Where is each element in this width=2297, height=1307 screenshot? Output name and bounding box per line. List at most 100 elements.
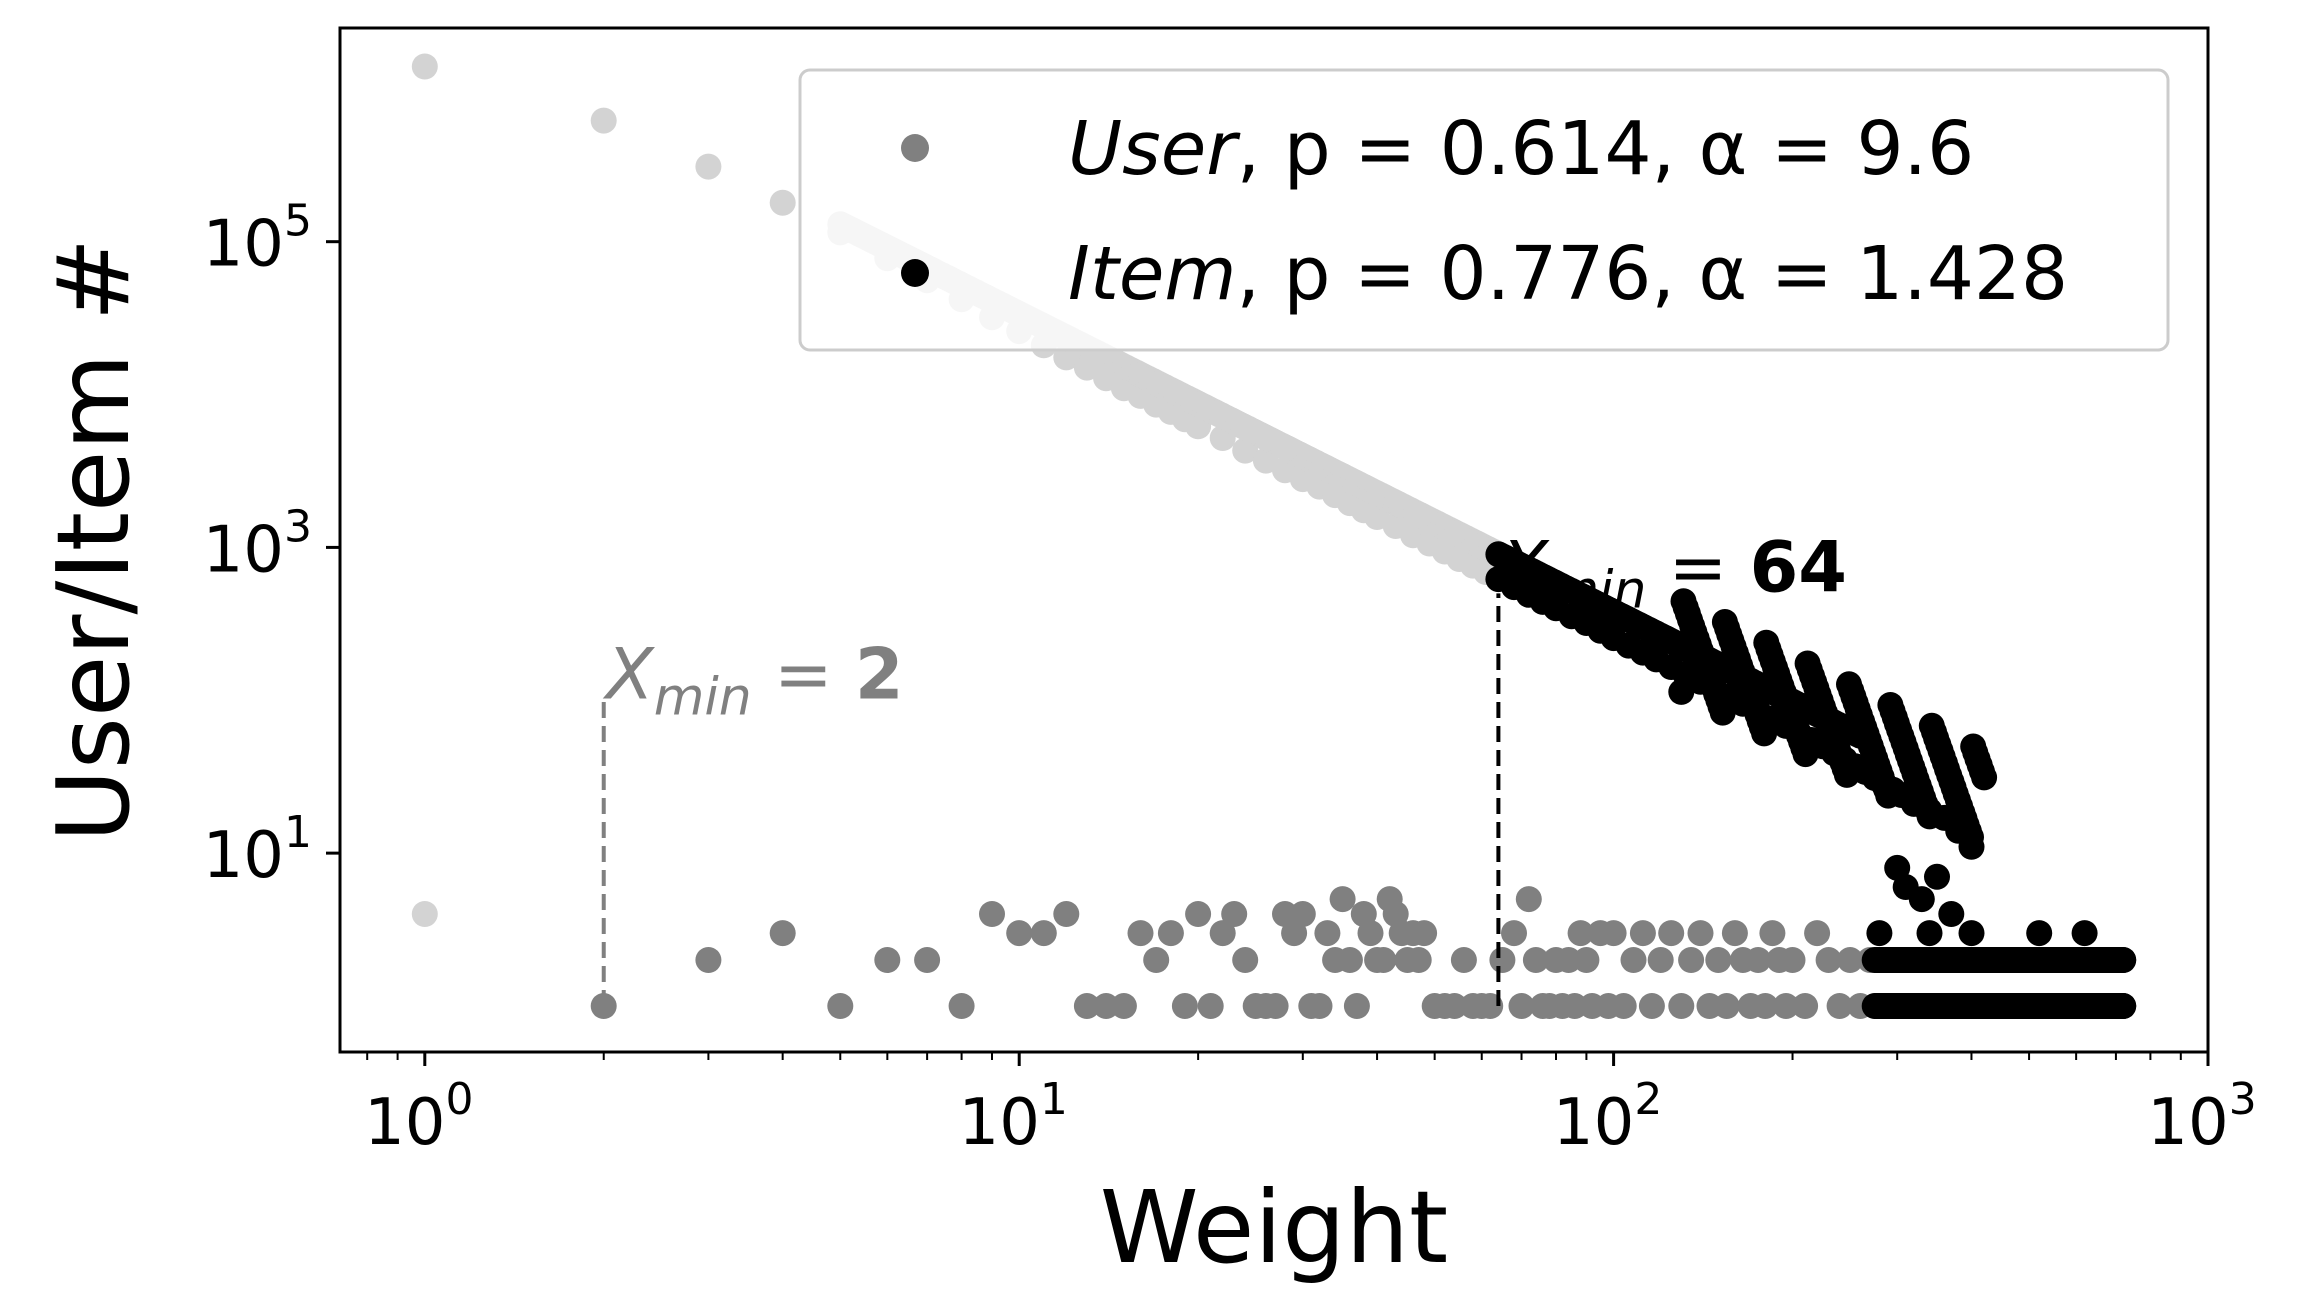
user-point — [1668, 993, 1695, 1019]
item-point — [1866, 920, 1893, 947]
x-tick-base: 10 — [2147, 1086, 2228, 1160]
legend-p-value: , p = 0.776, — [1236, 231, 1698, 317]
item-point — [2071, 920, 2098, 947]
user-point — [590, 993, 617, 1019]
item-point — [1792, 741, 1819, 768]
y-tick-base: 10 — [203, 819, 284, 893]
user-point — [1678, 947, 1705, 973]
user-point — [1441, 993, 1468, 1019]
item-point — [1971, 764, 1998, 791]
user-point — [1262, 993, 1289, 1019]
item-point — [1908, 886, 1935, 913]
user-point — [1110, 993, 1137, 1019]
user-point — [1804, 920, 1831, 947]
user-point — [948, 993, 975, 1019]
user-point — [1705, 947, 1732, 973]
user-point — [1515, 886, 1542, 913]
user-point — [1522, 947, 1549, 973]
user-point — [1629, 920, 1656, 947]
item-point — [695, 153, 722, 180]
y-tick-label: 101 — [203, 807, 312, 893]
user-point — [1508, 993, 1535, 1019]
user-point — [1053, 901, 1080, 927]
user-point — [1713, 993, 1740, 1019]
x-axis-label: Weight — [1100, 1169, 1448, 1286]
legend-box — [798, 68, 2170, 352]
user-xmin-label: Xmin = 2 — [602, 633, 904, 727]
user-point — [874, 947, 901, 973]
user-legend-marker — [901, 134, 929, 162]
item-point — [1709, 699, 1736, 726]
user-point — [1329, 886, 1356, 913]
y-tick-exponent: 3 — [284, 501, 312, 552]
user-point — [1759, 920, 1786, 947]
user-point — [1837, 947, 1864, 973]
xmin-symbol: X — [602, 633, 656, 715]
x-tick-exponent: 1 — [1040, 1074, 1068, 1125]
user-point — [1600, 920, 1627, 947]
y-tick-base: 10 — [203, 208, 284, 282]
user-point — [1815, 947, 1842, 973]
user-point — [1555, 947, 1582, 973]
user-point — [1289, 901, 1316, 927]
item-point — [2110, 947, 2137, 973]
user-point — [1620, 947, 1647, 973]
item-point — [1916, 803, 1943, 830]
item-legend-marker — [901, 259, 929, 287]
legend-alpha-value: α = 9.6 — [1699, 106, 1975, 192]
x-tick-label: 100 — [364, 1074, 473, 1160]
user-point — [1143, 947, 1170, 973]
user-point — [1343, 993, 1370, 1019]
x-tick-exponent: 2 — [1634, 1074, 1662, 1125]
user-point — [769, 920, 796, 947]
legend-series-name: Item — [1068, 231, 1236, 317]
user-point — [1792, 993, 1819, 1019]
user-point — [1773, 993, 1799, 1019]
user-point — [1405, 947, 1432, 973]
item-point — [1668, 678, 1695, 705]
user-point — [1610, 993, 1637, 1019]
user-point — [1752, 993, 1779, 1019]
user-point — [1638, 993, 1665, 1019]
user-point — [1779, 947, 1806, 973]
user-point — [695, 947, 722, 973]
x-tick-exponent: 0 — [446, 1074, 474, 1125]
plot-frame — [338, 26, 2210, 1054]
user-point — [1185, 901, 1212, 927]
item-point — [1958, 920, 1985, 947]
user-legend-label: User, p = 0.614, α = 9.6 — [1068, 106, 1974, 192]
y-tick-label: 103 — [203, 501, 312, 587]
user-point — [1197, 993, 1224, 1019]
item-point — [1875, 782, 1902, 809]
y-tick-base: 10 — [203, 513, 284, 587]
x-tick-label: 103 — [2147, 1074, 2256, 1160]
user-point — [1411, 920, 1438, 947]
item-legend-label: Item, p = 0.776, α = 1.428 — [1068, 231, 2068, 317]
item-point — [1916, 920, 1943, 947]
user-point — [827, 993, 854, 1019]
user-point — [1357, 920, 1384, 947]
user-point — [1501, 920, 1527, 947]
user-point — [1306, 993, 1333, 1019]
legend: User, p = 0.614, α = 9.6 Item, p = 0.776,… — [798, 68, 2170, 352]
legend-alpha-value: α = 1.428 — [1698, 231, 2068, 317]
user-point — [1073, 993, 1100, 1019]
xmin-subscript: min — [654, 667, 752, 727]
user-point — [1826, 993, 1853, 1019]
item-xmin-label: Xmin = 64 — [1496, 526, 1847, 620]
user-point — [1171, 993, 1198, 1019]
x-tick-base: 10 — [1553, 1086, 1634, 1160]
item-point — [1751, 720, 1778, 747]
user-point — [1221, 901, 1248, 927]
user-point — [1658, 920, 1685, 947]
xmin-value: 64 — [1750, 526, 1847, 608]
xmin-symbol: X — [1496, 526, 1550, 608]
x-tick-base: 10 — [364, 1086, 445, 1160]
x-tick-base: 10 — [958, 1086, 1039, 1160]
user-point — [1030, 920, 1057, 947]
item-point — [769, 189, 796, 216]
x-axis-ticks: 100 101 102 103 — [364, 1052, 2257, 1160]
item-point — [2110, 993, 2137, 1019]
